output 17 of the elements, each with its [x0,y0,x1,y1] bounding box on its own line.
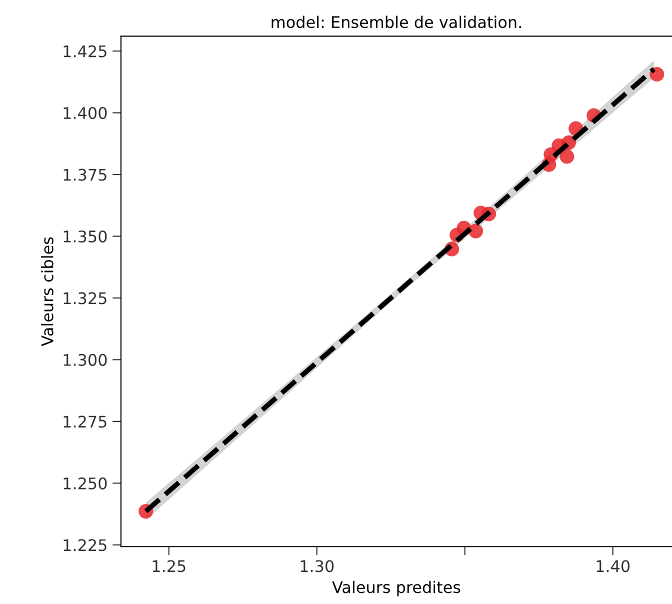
y-tick-label: 1.425 [64,45,106,58]
x-axis-title: Valeurs predites [332,580,460,596]
x-tick-label: 1.40 [596,560,630,572]
chart-title: model: Ensemble de validation. [272,16,521,28]
x-tick-label: 1.30 [300,560,334,572]
y-tick-label: 1.275 [64,416,106,428]
y-tick-label: 1.400 [64,107,107,120]
y-axis-title: Valeurs cibles [41,237,54,346]
point [468,224,484,238]
y-tick-label: 1.350 [64,230,107,243]
x-tick-label: 1.25 [152,560,186,572]
y-tick-label: 1.250 [64,477,107,490]
y-tick-label: 1.325 [64,292,106,304]
y-tick-label: 1.225 [64,539,106,552]
y-tick-label: 1.375 [64,168,106,181]
y-tick-label: 1.300 [64,354,107,366]
point [560,149,574,164]
